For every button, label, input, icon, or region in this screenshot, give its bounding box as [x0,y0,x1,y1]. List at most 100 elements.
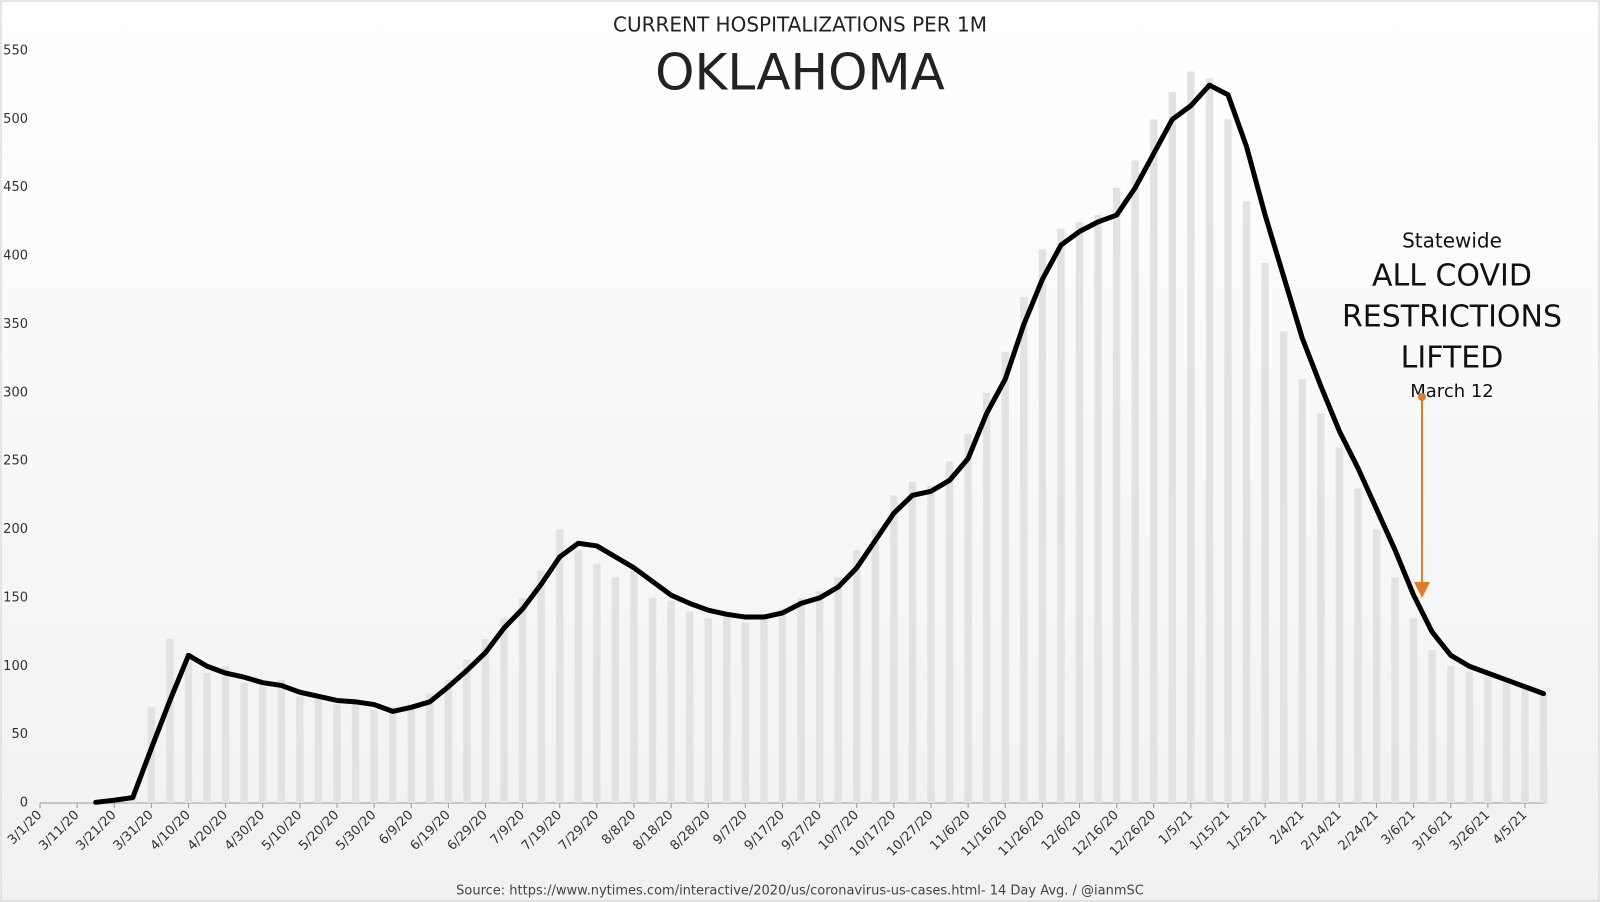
y-tick-label: 350 [3,317,28,332]
bar [277,679,286,803]
annotation-date: March 12 [1410,381,1494,402]
y-tick-label: 250 [3,454,28,469]
bar [945,461,954,803]
bar [1279,331,1288,803]
bar [797,597,805,803]
bar [1131,160,1139,803]
bar [1317,413,1325,803]
bar [1020,297,1028,803]
bar [1335,447,1344,803]
bar [1391,577,1399,803]
bar [314,693,323,803]
bar [1409,618,1418,803]
y-tick-label: 0 [20,796,28,811]
bar [351,699,360,803]
bar [704,618,712,803]
plot-area [39,71,1548,808]
bar [1057,228,1065,803]
bar [593,563,601,803]
bar [741,622,750,803]
bar [1521,688,1529,803]
y-tick-label: 450 [3,180,28,195]
bar [426,693,434,803]
bar [1038,249,1047,804]
bar [537,570,545,803]
bar [630,570,638,803]
y-tick-label: 200 [3,522,28,537]
bar [871,529,880,803]
bar [481,638,490,803]
bar [1465,671,1474,803]
bar [1428,649,1436,803]
bar [444,679,453,803]
bar [908,481,917,803]
annotation-line: RESTRICTIONS [1342,300,1562,335]
bar [240,682,248,803]
y-tick-label: 500 [3,112,28,127]
bar [1354,488,1362,803]
bar [1447,666,1455,803]
bar [1224,119,1232,803]
bar [648,597,657,803]
bar [463,659,471,803]
annotation-line: LIFTED [1401,341,1504,376]
y-tick-label: 150 [3,590,28,605]
bar [184,652,193,803]
bar [221,666,230,803]
bar [927,485,935,803]
bar [1205,78,1214,803]
annotation-line: Statewide [1402,229,1502,253]
bar [778,608,787,803]
bar [333,704,341,803]
bar [407,704,415,803]
source: Source: https://www.nytimes.com/interact… [456,884,1144,899]
bar [611,577,620,803]
bar [1168,92,1177,803]
bar [259,686,267,803]
bar [1242,201,1251,803]
bar [203,673,211,803]
bar [685,611,694,803]
bar [890,495,898,803]
y-tick-label: 550 [3,44,28,59]
bar [1539,693,1548,803]
y-tick-label: 400 [3,249,28,264]
bar [667,600,675,803]
y-tick-label: 300 [3,385,28,400]
bar [1261,262,1269,804]
bar [1372,529,1381,803]
bar [556,529,564,803]
bar [1075,221,1084,804]
bar [1298,379,1306,803]
y-tick-label: 50 [11,727,28,742]
bar [574,550,583,803]
bar [760,614,768,803]
bar [964,433,972,803]
chart-subtitle: OKLAHOMA [655,44,945,102]
bar [500,618,508,803]
annotation-line: ALL COVID [1372,259,1532,294]
bar [296,696,304,803]
bar [1484,677,1492,803]
bar [518,597,527,803]
bar [166,638,174,803]
bar [1150,119,1158,803]
bar [815,591,824,803]
bar [853,550,861,803]
bar [1187,71,1195,803]
annotation: Statewide ALL COVID RESTRICTIONS LIFTED … [1342,229,1562,403]
bar [370,710,378,803]
y-tick-label: 100 [3,659,28,674]
bar [1001,351,1009,803]
chart-title: CURRENT HOSPITALIZATIONS PER 1M [613,13,987,37]
bar [834,577,842,803]
bar [1502,682,1511,803]
line [93,82,1547,805]
bar [982,392,991,803]
bar [388,707,397,803]
bar [1094,215,1102,803]
bar [1112,187,1121,803]
bar [723,611,731,803]
